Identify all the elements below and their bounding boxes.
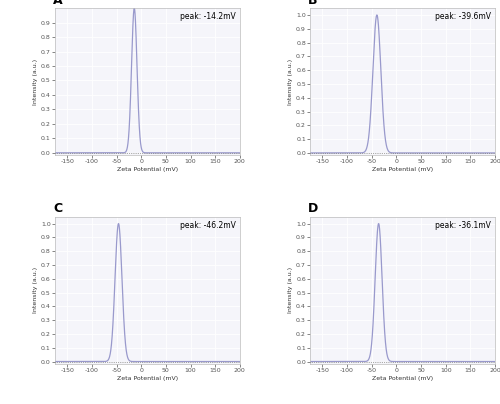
X-axis label: Zeta Potential (mV): Zeta Potential (mV): [372, 376, 433, 381]
Text: D: D: [308, 202, 318, 215]
Y-axis label: Intensity (a.u.): Intensity (a.u.): [33, 267, 38, 313]
X-axis label: Zeta Potential (mV): Zeta Potential (mV): [117, 167, 178, 172]
Text: A: A: [53, 0, 63, 6]
Y-axis label: Intensity (a.u.): Intensity (a.u.): [33, 59, 38, 105]
Y-axis label: Intensity (a.u.): Intensity (a.u.): [288, 59, 294, 105]
Text: peak: -14.2mV: peak: -14.2mV: [180, 13, 236, 21]
Text: B: B: [308, 0, 318, 6]
Y-axis label: Intensity (a.u.): Intensity (a.u.): [288, 267, 294, 313]
Text: peak: -46.2mV: peak: -46.2mV: [180, 221, 236, 230]
X-axis label: Zeta Potential (mV): Zeta Potential (mV): [117, 376, 178, 381]
Text: C: C: [53, 202, 62, 215]
X-axis label: Zeta Potential (mV): Zeta Potential (mV): [372, 167, 433, 172]
Text: peak: -39.6mV: peak: -39.6mV: [436, 13, 492, 21]
Text: peak: -36.1mV: peak: -36.1mV: [436, 221, 492, 230]
